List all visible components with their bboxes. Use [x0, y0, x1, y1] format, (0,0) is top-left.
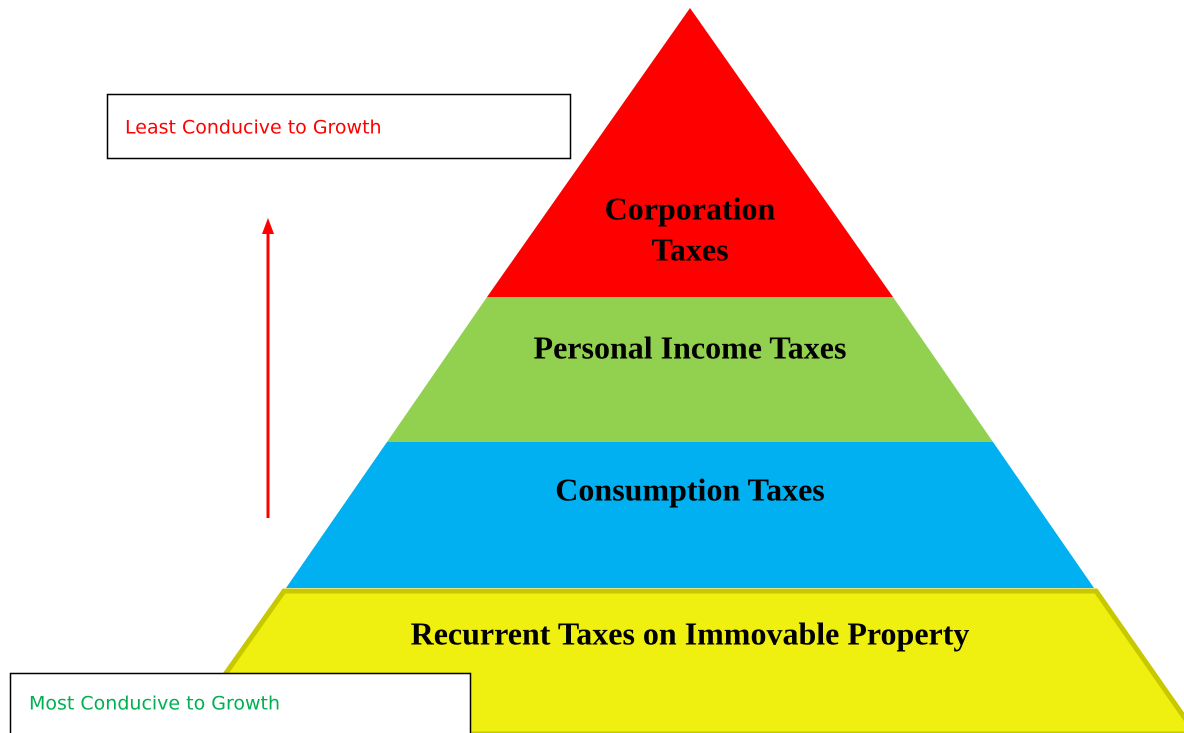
- layer-label: Consumption Taxes: [555, 471, 824, 507]
- pyramid-layer: [286, 442, 1094, 588]
- layer-label: Personal Income Taxes: [534, 329, 847, 365]
- pyramid-layer: [387, 297, 993, 442]
- label-box: [106, 93, 572, 160]
- arrow-head: [262, 218, 274, 234]
- layer-label: Recurrent Taxes on Immovable Property: [411, 615, 970, 651]
- layer-label: Taxes: [651, 231, 728, 267]
- layer-label: Corporation: [605, 190, 776, 226]
- most-label: Most Conducive to Growth: [29, 693, 280, 715]
- pyramid-top: [487, 8, 893, 297]
- label-box: [9, 672, 472, 733]
- least-label: Least Conducive to Growth: [125, 117, 382, 139]
